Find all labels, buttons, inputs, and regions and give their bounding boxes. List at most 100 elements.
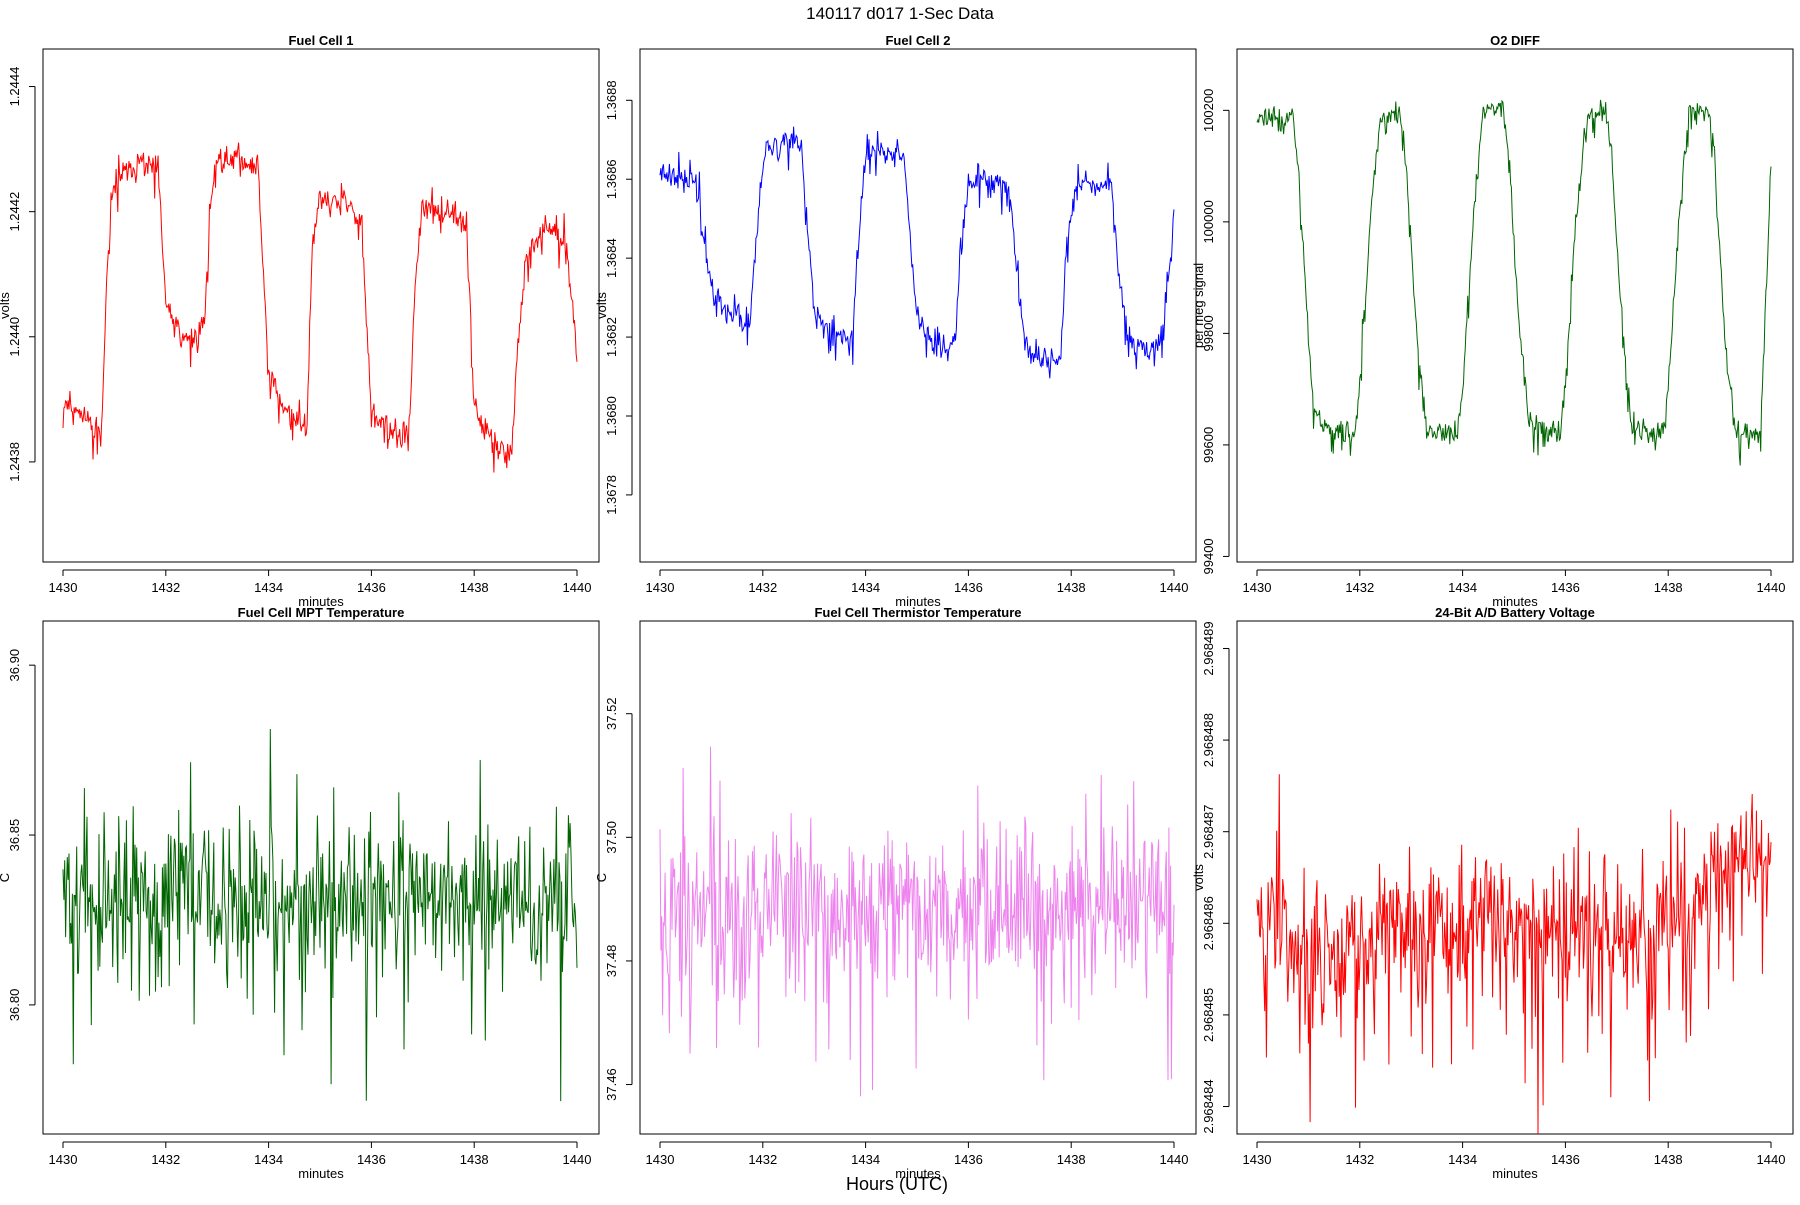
y-axis-label: per meg signal xyxy=(1191,263,1206,348)
plot-frame xyxy=(1236,620,1794,1135)
y-tick-label: 1.2444 xyxy=(7,67,22,107)
x-tick-label: 1436 xyxy=(1551,580,1580,595)
y-tick-label: 100000 xyxy=(1201,200,1216,243)
plot-frame xyxy=(639,620,1197,1135)
panels-group: Fuel Cell 1 1430 1432 1434 1436 1438 1440 minut… xyxy=(0,33,1794,1181)
x-tick-label: 1438 xyxy=(1654,580,1683,595)
series-line xyxy=(1256,99,1772,466)
x-tick-label: 1432 xyxy=(748,1152,777,1167)
y-axis-label: C xyxy=(594,873,609,882)
x-tick-label: 1434 xyxy=(1448,1152,1477,1167)
x-tick-label: 1436 xyxy=(954,1152,983,1167)
x-tick-label: 1430 xyxy=(646,1152,675,1167)
series-line xyxy=(659,746,1175,1097)
chart-panel-1: Fuel Cell 1 1430 1432 1434 1436 1438 1440 minut… xyxy=(0,33,600,609)
y-tick-label: 2.968484 xyxy=(1201,1079,1216,1133)
chart-title: 24-Bit A/D Battery Voltage xyxy=(1435,605,1595,620)
chart-panel-2: Fuel Cell 2 1430 1432 1434 1436 1438 1440 minut… xyxy=(594,33,1197,609)
y-tick-label: 37.50 xyxy=(604,821,619,854)
y-tick-label: 37.46 xyxy=(604,1068,619,1101)
x-tick-label: 1440 xyxy=(1757,580,1786,595)
chart-panel-4: Fuel Cell MPT Temperature 1430 1432 1434 143… xyxy=(0,605,600,1181)
y-tick-label: 1.2438 xyxy=(7,442,22,482)
y-tick-label: 1.3680 xyxy=(604,396,619,436)
x-tick-label: 1430 xyxy=(49,1152,78,1167)
y-tick-label: 1.2440 xyxy=(7,317,22,357)
x-tick-label: 1434 xyxy=(1448,580,1477,595)
series-line xyxy=(62,142,578,473)
y-tick-label: 1.2442 xyxy=(7,192,22,232)
x-tick-label: 1432 xyxy=(151,1152,180,1167)
y-tick-label: 1.3684 xyxy=(604,238,619,278)
x-axis-label: minutes xyxy=(298,594,344,609)
x-axis-label: minutes xyxy=(1492,1166,1538,1181)
x-tick-label: 1430 xyxy=(1243,580,1272,595)
y-tick-label: 2.968486 xyxy=(1201,896,1216,950)
y-tick-label: 2.968489 xyxy=(1201,621,1216,675)
y-tick-label: 1.3688 xyxy=(604,80,619,120)
x-axis-label: minutes xyxy=(895,1166,941,1181)
y-tick-label: 2.968488 xyxy=(1201,713,1216,767)
global-xlabel: Hours (UTC) xyxy=(846,1174,948,1194)
x-tick-label: 1430 xyxy=(1243,1152,1272,1167)
chart-title: Fuel Cell 2 xyxy=(885,33,950,48)
y-axis-label: C xyxy=(0,873,12,882)
x-tick-label: 1436 xyxy=(357,1152,386,1167)
chart-title: Fuel Cell MPT Temperature xyxy=(238,605,405,620)
chart-panel-3: O2 DIFF 1430 1432 1434 1436 1438 1440 minutes 99… xyxy=(1191,33,1794,609)
y-tick-label: 36.80 xyxy=(7,989,22,1022)
x-tick-label: 1432 xyxy=(151,580,180,595)
chart-title: Fuel Cell Thermistor Temperature xyxy=(814,605,1021,620)
x-tick-label: 1434 xyxy=(851,1152,880,1167)
series-line xyxy=(1256,774,1772,1135)
x-tick-label: 1440 xyxy=(1160,1152,1189,1167)
x-axis-label: minutes xyxy=(1492,594,1538,609)
x-tick-label: 1434 xyxy=(254,580,283,595)
y-tick-label: 100200 xyxy=(1201,89,1216,132)
x-tick-label: 1436 xyxy=(954,580,983,595)
y-tick-label: 1.3682 xyxy=(604,317,619,357)
x-tick-label: 1434 xyxy=(851,580,880,595)
x-tick-label: 1438 xyxy=(1057,1152,1086,1167)
y-tick-label: 37.52 xyxy=(604,697,619,730)
x-tick-label: 1440 xyxy=(563,1152,592,1167)
x-tick-label: 1430 xyxy=(49,580,78,595)
x-tick-label: 1430 xyxy=(646,580,675,595)
x-tick-label: 1432 xyxy=(1345,1152,1374,1167)
y-tick-label: 1.3686 xyxy=(604,159,619,199)
series-line xyxy=(659,126,1175,379)
x-tick-label: 1440 xyxy=(1160,580,1189,595)
y-tick-label: 99600 xyxy=(1201,427,1216,463)
y-tick-label: 2.968487 xyxy=(1201,805,1216,859)
x-tick-label: 1436 xyxy=(357,580,386,595)
chart-panel-6: 24-Bit A/D Battery Voltage 1430 1432 1434 14… xyxy=(1191,605,1794,1181)
x-tick-label: 1438 xyxy=(1057,580,1086,595)
x-tick-label: 1438 xyxy=(1654,1152,1683,1167)
y-axis-label: volts xyxy=(594,292,609,319)
x-tick-label: 1432 xyxy=(1345,580,1374,595)
y-tick-label: 99800 xyxy=(1201,315,1216,351)
x-tick-label: 1438 xyxy=(460,580,489,595)
chart-title: O2 DIFF xyxy=(1490,33,1540,48)
y-tick-label: 36.90 xyxy=(7,649,22,682)
plot-frame xyxy=(42,48,600,563)
figure-title: 140117 d017 1-Sec Data xyxy=(806,4,994,23)
y-axis-label: volts xyxy=(1191,864,1206,891)
y-tick-label: 37.48 xyxy=(604,945,619,978)
y-tick-label: 99400 xyxy=(1201,538,1216,574)
x-tick-label: 1436 xyxy=(1551,1152,1580,1167)
y-tick-label: 36.85 xyxy=(7,819,22,852)
x-axis-label: minutes xyxy=(895,594,941,609)
plot-frame xyxy=(1236,48,1794,563)
chart-title: Fuel Cell 1 xyxy=(288,33,353,48)
chart-panel-5: Fuel Cell Thermistor Temperature 1430 1432… xyxy=(594,605,1197,1181)
x-tick-label: 1438 xyxy=(460,1152,489,1167)
x-tick-label: 1432 xyxy=(748,580,777,595)
x-axis-label: minutes xyxy=(298,1166,344,1181)
y-tick-label: 2.968485 xyxy=(1201,988,1216,1042)
plot-frame xyxy=(42,620,600,1135)
y-tick-label: 1.3678 xyxy=(604,475,619,515)
plot-frame xyxy=(639,48,1197,563)
